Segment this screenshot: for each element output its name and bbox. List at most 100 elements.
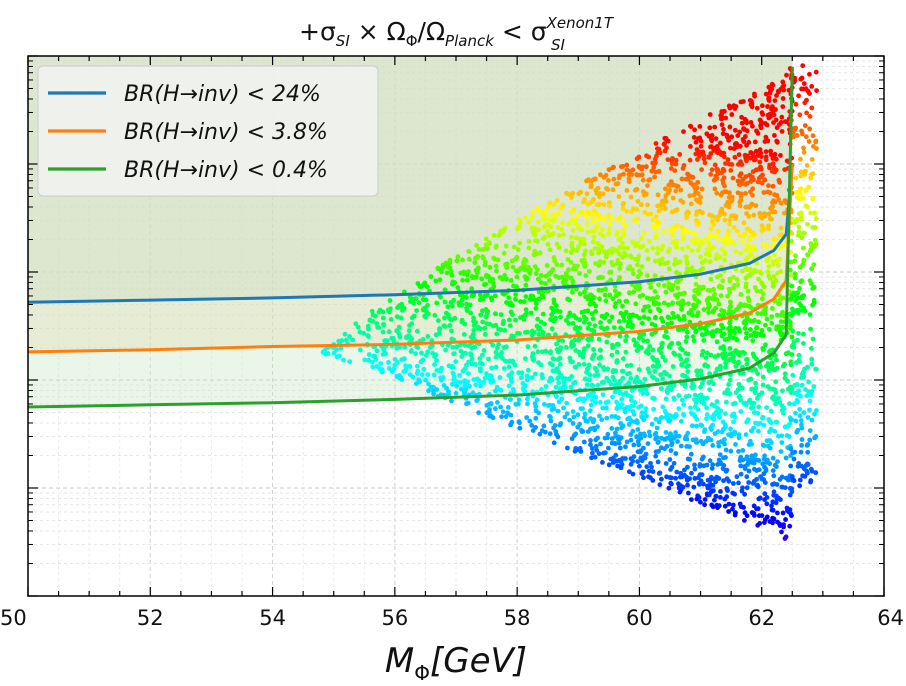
scatter-point [628,461,634,467]
scatter-point [790,372,796,378]
scatter-point [766,368,772,374]
scatter-point [672,168,678,174]
scatter-point [670,310,676,316]
scatter-point [440,265,446,271]
scatter-point [409,348,414,354]
scatter-point [596,336,602,342]
scatter-point [727,289,733,295]
scatter-point [751,212,757,218]
scatter-point [648,460,653,466]
scatter-point [641,331,647,337]
scatter-point [645,338,650,344]
scatter-point [480,352,485,358]
scatter-point [788,359,794,365]
scatter-point [489,365,494,371]
scatter-point [472,260,478,265]
scatter-point [509,379,515,385]
scatter-point [799,216,804,222]
scatter-point [793,410,798,416]
scatter-point [437,277,443,283]
scatter-point [650,160,655,166]
scatter-point [525,367,531,373]
scatter-point [465,371,471,376]
scatter-point [597,213,602,219]
scatter-point [551,231,556,237]
scatter-point [486,356,491,362]
scatter-point [601,202,607,208]
scatter-point [809,388,815,394]
scatter-point [714,144,720,149]
scatter-point [468,310,473,316]
scatter-point [789,273,794,278]
scatter-point [722,422,728,427]
scatter-point [673,451,679,456]
scatter-point [547,413,552,419]
scatter-point [764,514,770,520]
scatter-point [386,360,391,365]
scatter-point [425,302,430,308]
scatter-point [708,288,713,293]
scatter-point [693,329,699,335]
scatter-point [750,123,755,129]
scatter-point [372,354,378,359]
scatter-point [671,460,677,466]
scatter-point [804,163,810,168]
scatter-point [644,248,650,254]
scatter-point [652,273,658,279]
scatter-point [748,150,754,155]
scatter-point [550,267,556,272]
scatter-point [710,443,716,448]
scatter-point [683,339,689,344]
scatter-point [533,301,539,307]
scatter-point [565,445,570,451]
scatter-point [582,260,588,266]
scatter-point [425,372,431,377]
scatter-point [407,294,413,300]
scatter-point [451,351,456,357]
scatter-point [483,236,489,242]
scatter-point [675,285,681,291]
scatter-point [630,239,635,245]
scatter-point [722,503,728,509]
scatter-point [730,351,736,356]
scatter-point [491,284,497,289]
scatter-point [548,224,554,230]
scatter-point [374,321,380,326]
scatter-point [702,502,707,508]
scatter-point [602,292,608,298]
scatter-point [568,209,574,215]
scatter-point [513,292,518,297]
scatter-point [756,276,761,282]
scatter-point [738,99,744,105]
scatter-point [718,408,724,414]
scatter-point [676,393,682,398]
scatter-point [620,327,625,332]
scatter-point [601,365,606,370]
scatter-point [546,271,552,277]
scatter-point [709,167,715,173]
scatter-point [540,215,546,221]
scatter-point [370,319,376,324]
scatter-point [639,264,645,269]
scatter-point [791,134,796,140]
scatter-point [377,366,383,372]
scatter-point [510,303,515,308]
scatter-point [809,157,815,162]
scatter-point [778,120,784,125]
scatter-point [704,492,710,498]
scatter-point [629,267,635,272]
scatter-point [469,356,475,362]
scatter-point [610,296,616,302]
scatter-point [803,134,809,140]
scatter-point [678,356,684,362]
scatter-point [463,350,468,356]
scatter-point [586,269,592,274]
scatter-point [748,120,754,125]
scatter-point [578,240,584,246]
scatter-point [743,247,749,253]
scatter-point [540,294,546,300]
scatter-point [756,319,761,325]
scatter-point [586,362,592,368]
scatter-point [717,254,723,260]
scatter-point [476,410,481,416]
